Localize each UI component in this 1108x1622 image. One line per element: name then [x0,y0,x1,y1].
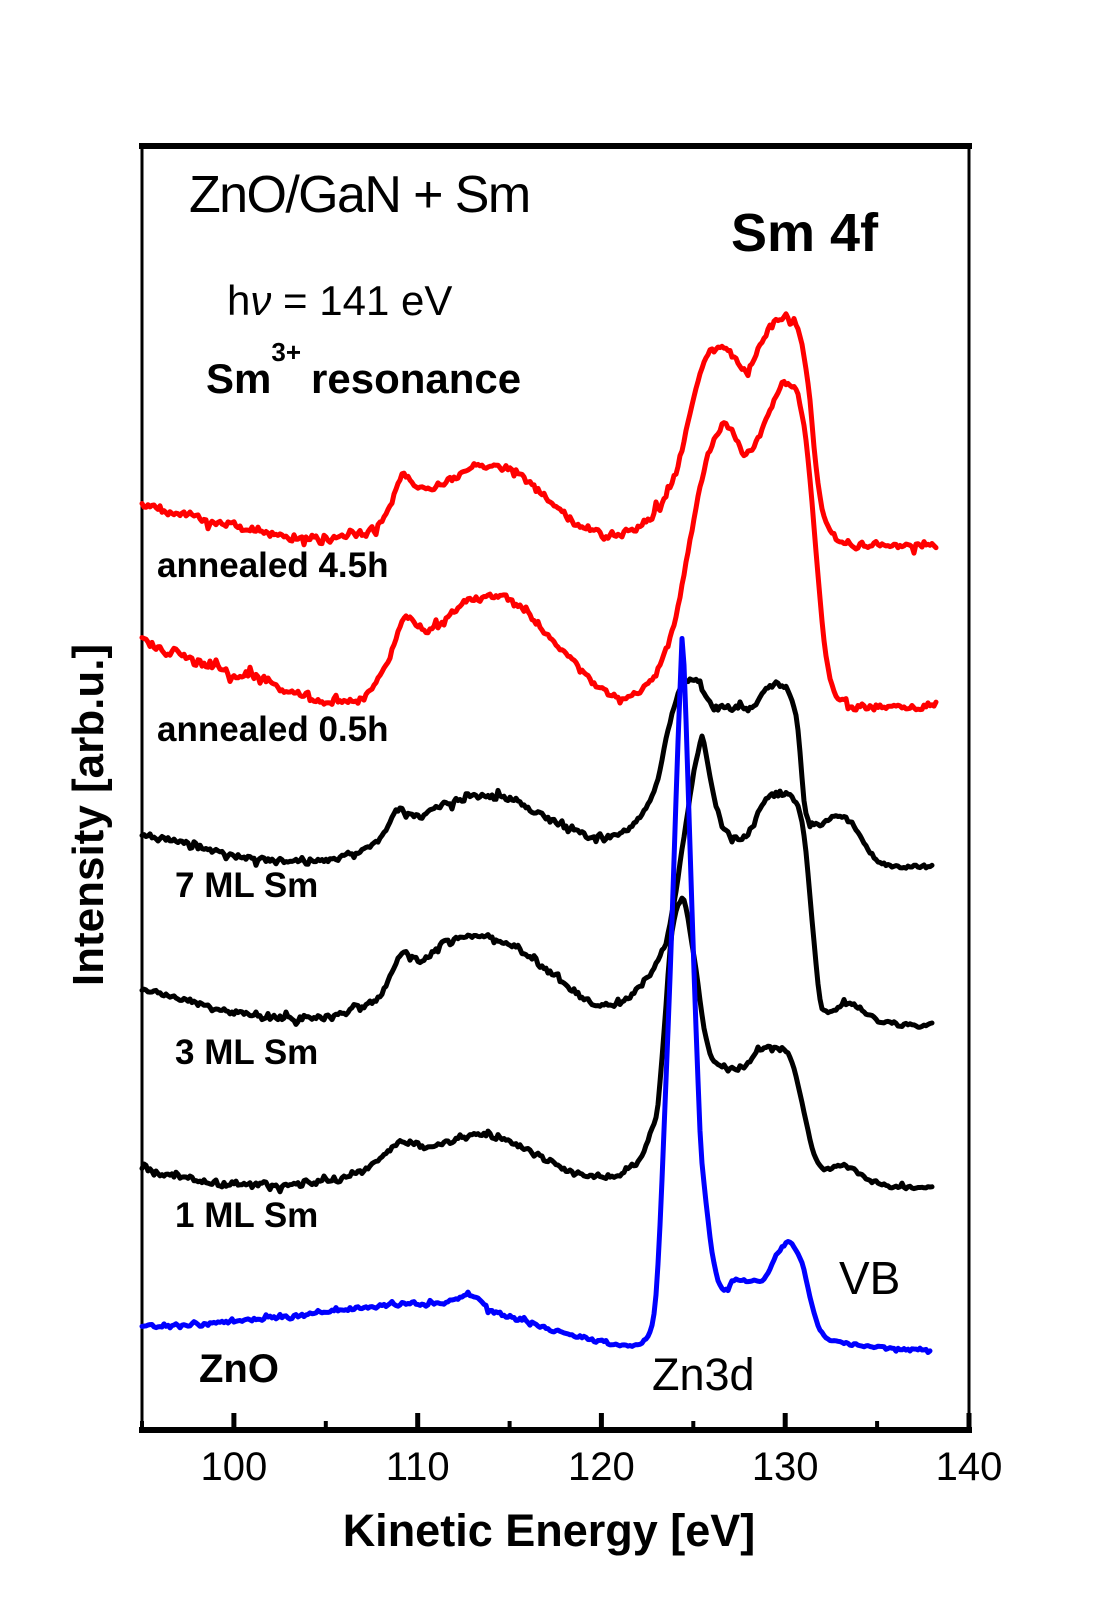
svg-text:ZnO/GaN + Sm: ZnO/GaN + Sm [189,166,530,224]
svg-text:120: 120 [568,1445,635,1489]
svg-text:ZnO: ZnO [199,1347,279,1391]
svg-text:3 ML Sm: 3 ML Sm [175,1033,318,1072]
svg-text:7 ML Sm: 7 ML Sm [175,866,318,905]
svg-text:Sm 4f: Sm 4f [731,203,879,263]
svg-text:Intensity [arb.u.]: Intensity [arb.u.] [64,644,113,986]
svg-text:Kinetic Energy [eV]: Kinetic Energy [eV] [343,1505,756,1556]
svg-text:110: 110 [386,1445,450,1489]
svg-text:100: 100 [201,1445,268,1489]
svg-text:hν = 141 eV: hν = 141 eV [227,277,452,324]
svg-text:annealed 4.5h: annealed 4.5h [157,546,388,585]
svg-text:130: 130 [752,1445,819,1489]
svg-text:140: 140 [936,1445,1003,1489]
svg-text:VB: VB [839,1252,900,1304]
svg-text:1 ML Sm: 1 ML Sm [175,1196,318,1235]
svg-text:Zn3d: Zn3d [652,1349,755,1400]
svg-text:annealed 0.5h: annealed 0.5h [157,710,388,749]
